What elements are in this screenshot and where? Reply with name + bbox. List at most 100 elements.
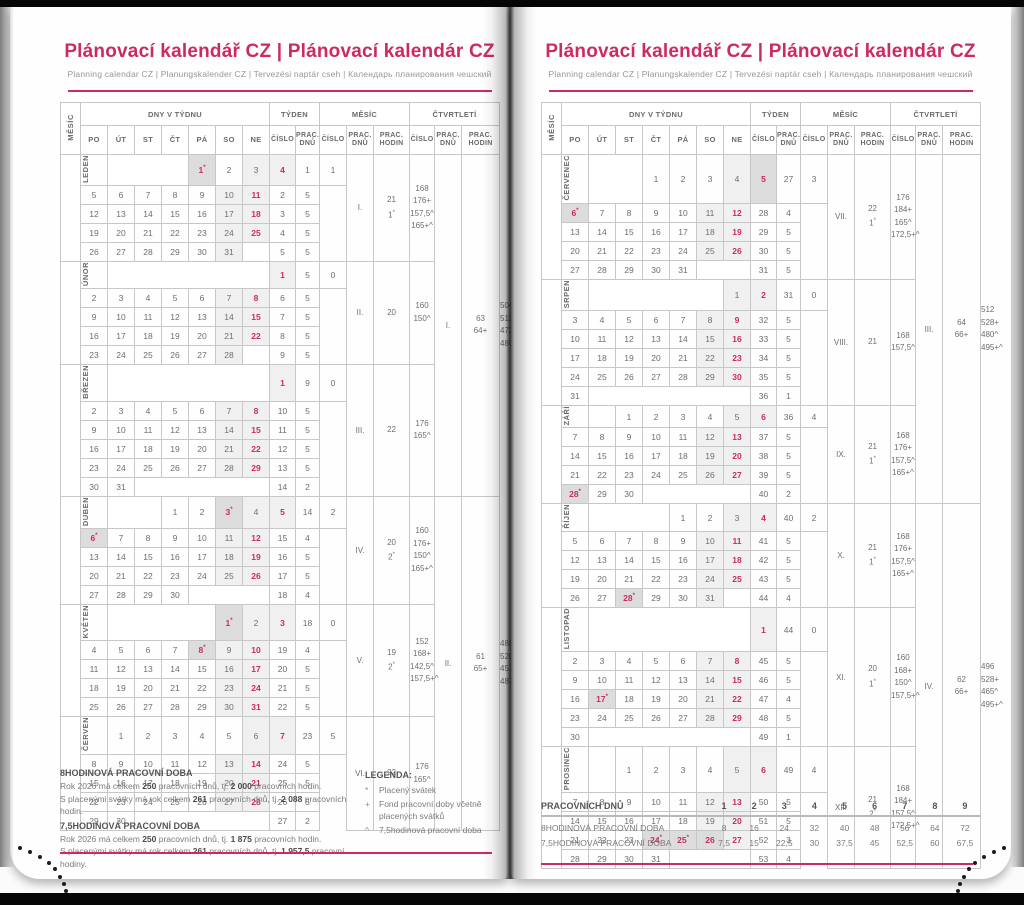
legend-item: + Fond pracovní doby včetně placených sv…	[365, 798, 500, 822]
day-cell: 4	[750, 503, 777, 532]
hours-7-5h: 15	[749, 837, 759, 848]
day-cell: 28	[669, 366, 697, 387]
day-cell: 27	[107, 241, 135, 262]
empty-days	[642, 484, 751, 505]
week-workdays: 2	[800, 503, 829, 532]
day-cell: 31	[696, 587, 724, 608]
day-cell: 4	[696, 404, 724, 429]
day-cell: 5	[161, 400, 189, 421]
day-cell: 18	[215, 547, 243, 568]
week-number: 19	[269, 640, 296, 661]
day-cell: 12	[561, 549, 589, 570]
legend-symbol-asterisk: *	[365, 785, 369, 795]
day-cell: 24	[107, 345, 135, 366]
month-number: VIII.	[827, 278, 856, 406]
day-cell: 15	[615, 221, 643, 242]
week-workdays: 5	[294, 326, 321, 347]
day-cell: 22	[161, 222, 189, 243]
empty-days	[107, 154, 189, 186]
day-cell: 13	[588, 549, 616, 570]
working-time-summary: 8HODINOVÁ PRACOVNÍ DOBA Rok 2026 má celk…	[60, 765, 360, 870]
day-cell: 27	[588, 587, 616, 608]
day-cell: 3*	[215, 495, 243, 530]
day-cell: 15	[723, 670, 751, 691]
day-cell: 25	[134, 345, 162, 366]
day-cell: 5	[269, 495, 296, 530]
day-cell: 15	[588, 446, 616, 467]
week-number: 21	[269, 678, 296, 699]
day-cell: 4	[696, 746, 724, 794]
month-hours: 168 184+ 157,5^ 172,5+^	[890, 746, 919, 870]
day-cell: 8*	[188, 640, 216, 661]
hours-8h: 56	[899, 822, 910, 833]
day-cell: 25*	[669, 830, 697, 851]
day-cell: 4	[134, 288, 162, 309]
page-subtitle: Planning calendar CZ | Planungskalender …	[548, 69, 973, 79]
day-cell: 23	[161, 566, 189, 587]
month-hours: 176 165^	[409, 716, 436, 831]
day-cell: 9	[642, 202, 670, 223]
day-cell: 20	[642, 347, 670, 368]
week-number: 13	[269, 457, 296, 478]
day-header-ct: ČT	[642, 125, 670, 155]
legend-title: LEGENDA:	[365, 770, 412, 780]
day-cell: 6	[134, 640, 162, 661]
week-number: 48	[750, 708, 777, 729]
day-cell: 29	[642, 587, 670, 608]
day-cell: 24	[215, 222, 243, 243]
week-number: 41	[750, 530, 777, 551]
day-cell: 6	[242, 716, 270, 755]
workdays-row-label: 7,5HODINOVÁ PRACOVNÍ DOBA	[541, 837, 672, 848]
empty-days	[134, 810, 270, 831]
quarter-number: I.	[434, 154, 463, 497]
day-cell: 13	[642, 328, 670, 349]
day-cell: 28*	[615, 587, 643, 608]
week-workdays: 0	[319, 260, 348, 290]
week-number: 2	[269, 184, 296, 205]
day-cell: 13	[215, 753, 243, 774]
week-number: 46	[750, 670, 777, 691]
week-workdays: 5	[775, 328, 802, 349]
day-cell: 27	[215, 791, 243, 812]
week-number: 6	[269, 288, 296, 309]
day-cell: 18	[134, 438, 162, 459]
day-cell: 15	[161, 203, 189, 224]
day-cell: 13	[134, 659, 162, 680]
tyden-prac-dnu-header: PRAC. DNŮ	[775, 125, 802, 155]
month-number: IV.	[346, 495, 375, 606]
day-cell: 27	[188, 457, 216, 478]
day-cell: 24	[642, 465, 670, 486]
week-number: 32	[750, 309, 777, 330]
legend-text: Fond pracovní doby včetně placených svát…	[379, 799, 482, 821]
day-cell: 3	[242, 154, 270, 186]
day-cell: 12	[107, 659, 135, 680]
day-cell: 16	[561, 689, 589, 710]
day-cell: 2	[242, 604, 270, 642]
month-workdays: 20 1*	[854, 606, 892, 748]
month-label	[541, 404, 562, 505]
day-cell: 7	[615, 530, 643, 551]
day-cell: 9	[723, 309, 751, 330]
day-cell: 7	[161, 640, 189, 661]
month-workdays: 22	[373, 364, 411, 497]
day-cell: 12	[696, 792, 724, 813]
day-cell: 2	[642, 746, 670, 794]
month-label	[60, 260, 81, 366]
month-label	[60, 364, 81, 497]
week-workdays: 5	[775, 651, 802, 672]
day-cell: 9	[215, 640, 243, 661]
day-cell: 2	[188, 495, 216, 530]
day-cell: 30	[161, 585, 189, 606]
page-subtitle: Planning calendar CZ | Planungskalender …	[67, 69, 492, 79]
month-workdays: 19 2*	[373, 604, 411, 718]
day-cell: 30	[188, 241, 216, 262]
day-header-ne: NE	[723, 125, 751, 155]
day-cell: 25	[669, 465, 697, 486]
day-cell: 14	[134, 203, 162, 224]
day-cell: 24	[588, 708, 616, 729]
day-cell: 4	[269, 154, 296, 186]
empty-days	[588, 746, 616, 794]
day-cell: 12	[723, 202, 751, 223]
month-workdays: 21 1*	[373, 154, 411, 262]
ctvrtleti-prac-dnu-header: PRAC. DNŮ	[434, 125, 463, 155]
